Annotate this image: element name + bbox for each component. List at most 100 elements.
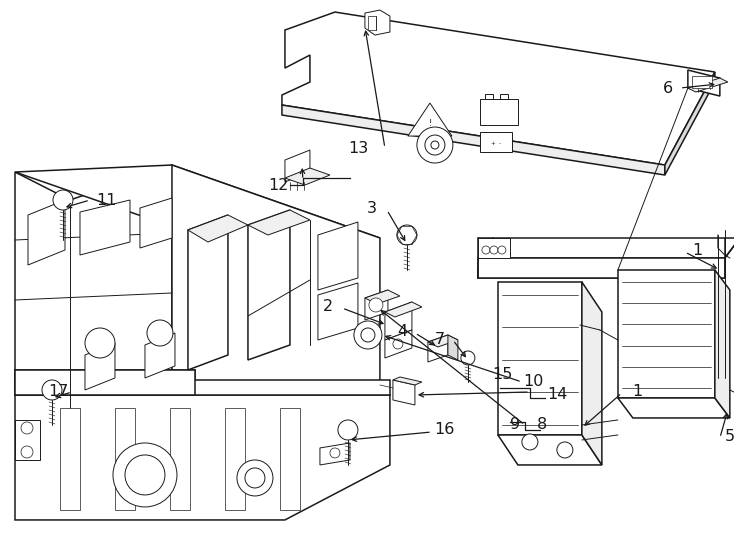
Circle shape — [361, 328, 375, 342]
Polygon shape — [393, 380, 415, 405]
Polygon shape — [498, 435, 602, 465]
Circle shape — [125, 455, 165, 495]
Circle shape — [245, 468, 265, 488]
Circle shape — [482, 246, 490, 254]
Circle shape — [85, 328, 115, 358]
Polygon shape — [478, 238, 510, 258]
Polygon shape — [172, 165, 380, 455]
Circle shape — [431, 141, 439, 149]
Circle shape — [425, 135, 445, 155]
Polygon shape — [385, 330, 412, 358]
Polygon shape — [225, 408, 245, 510]
Polygon shape — [188, 215, 228, 370]
Polygon shape — [15, 395, 390, 520]
Polygon shape — [285, 168, 330, 185]
Text: 2: 2 — [323, 300, 333, 314]
Polygon shape — [145, 333, 175, 378]
Circle shape — [330, 448, 340, 458]
Text: 17: 17 — [48, 384, 68, 400]
Polygon shape — [248, 210, 290, 360]
Polygon shape — [478, 238, 734, 258]
Polygon shape — [15, 165, 172, 415]
Polygon shape — [318, 222, 358, 290]
Bar — [692, 76, 712, 88]
Text: 16: 16 — [435, 422, 455, 437]
Circle shape — [498, 246, 506, 254]
Polygon shape — [448, 335, 458, 360]
Polygon shape — [385, 302, 412, 340]
Text: 5: 5 — [724, 429, 734, 444]
Text: 13: 13 — [348, 140, 368, 156]
Bar — [368, 16, 376, 30]
Circle shape — [393, 339, 403, 349]
Circle shape — [338, 420, 358, 440]
Text: 9: 9 — [510, 417, 520, 433]
Text: 7: 7 — [435, 333, 445, 347]
Text: 8: 8 — [537, 417, 547, 433]
Text: 1: 1 — [633, 384, 643, 400]
Circle shape — [237, 460, 273, 496]
Polygon shape — [15, 370, 195, 395]
Text: 14: 14 — [548, 388, 568, 402]
Circle shape — [21, 422, 33, 434]
Polygon shape — [478, 268, 725, 278]
Polygon shape — [715, 270, 730, 418]
Circle shape — [490, 246, 498, 254]
Circle shape — [369, 298, 383, 312]
Text: 11: 11 — [97, 193, 117, 207]
Polygon shape — [248, 210, 310, 235]
Polygon shape — [115, 408, 135, 510]
Polygon shape — [582, 282, 602, 465]
Polygon shape — [408, 103, 452, 136]
Polygon shape — [15, 165, 380, 245]
Circle shape — [113, 443, 177, 507]
Polygon shape — [618, 270, 715, 398]
Polygon shape — [365, 290, 388, 320]
Polygon shape — [15, 420, 40, 460]
Polygon shape — [393, 377, 422, 385]
Text: 10: 10 — [523, 374, 544, 389]
Circle shape — [53, 190, 73, 210]
Polygon shape — [428, 335, 458, 347]
Polygon shape — [498, 282, 582, 435]
Polygon shape — [60, 408, 80, 510]
Polygon shape — [320, 443, 350, 465]
Polygon shape — [365, 10, 390, 35]
Polygon shape — [385, 302, 422, 317]
Polygon shape — [618, 398, 730, 418]
Polygon shape — [478, 258, 725, 278]
Polygon shape — [688, 70, 720, 96]
Polygon shape — [85, 343, 115, 390]
Bar — [480, 99, 518, 125]
Circle shape — [397, 225, 417, 245]
Circle shape — [461, 351, 475, 365]
Polygon shape — [15, 370, 390, 395]
Text: 15: 15 — [493, 368, 513, 382]
Polygon shape — [285, 150, 310, 182]
Polygon shape — [688, 78, 728, 92]
Polygon shape — [28, 200, 65, 265]
Circle shape — [417, 127, 453, 163]
Polygon shape — [318, 283, 358, 340]
Polygon shape — [428, 335, 448, 362]
Polygon shape — [140, 198, 172, 248]
Text: 1: 1 — [693, 242, 703, 258]
Polygon shape — [280, 408, 300, 510]
Polygon shape — [80, 200, 130, 255]
Bar — [500, 94, 508, 99]
Text: 6: 6 — [663, 80, 673, 96]
Text: !: ! — [428, 118, 432, 127]
Polygon shape — [365, 290, 400, 304]
Circle shape — [522, 434, 538, 450]
Circle shape — [42, 380, 62, 400]
Polygon shape — [188, 215, 248, 242]
Polygon shape — [170, 408, 190, 510]
Polygon shape — [282, 105, 665, 175]
Text: 12: 12 — [268, 178, 288, 193]
Polygon shape — [282, 12, 715, 165]
Circle shape — [147, 320, 173, 346]
Bar — [485, 94, 493, 99]
Circle shape — [557, 442, 573, 458]
Circle shape — [354, 321, 382, 349]
Text: 3: 3 — [367, 200, 377, 215]
